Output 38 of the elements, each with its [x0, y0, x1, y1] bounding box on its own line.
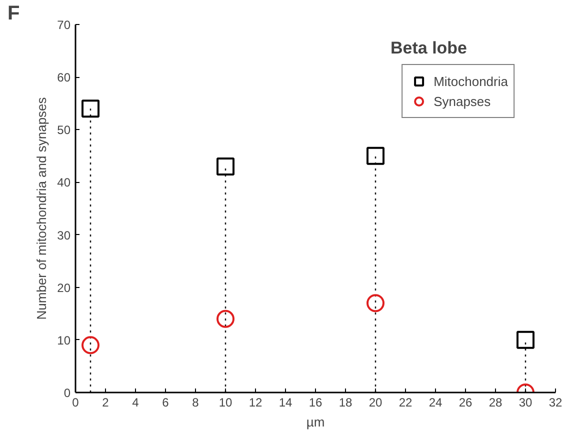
x-tick-label: 0	[72, 396, 80, 410]
x-tick-label: 26	[458, 396, 472, 410]
x-tick-label: 12	[248, 396, 262, 410]
point	[366, 294, 384, 312]
x-tick-label: 24	[428, 396, 442, 410]
point	[366, 146, 384, 165]
x-tick-label: 6	[162, 396, 170, 410]
x-axis-title: µm	[306, 414, 325, 430]
x-tick-label: 22	[398, 396, 412, 410]
point	[82, 100, 100, 118]
x-tick-label: 2	[102, 396, 110, 410]
point	[216, 157, 234, 176]
y-tick-label: 70	[57, 18, 71, 32]
y-axis-title: Number of mitochondria and synapses	[34, 96, 50, 320]
y-tick-label: 30	[57, 228, 71, 242]
x-tick-label: 20	[368, 396, 382, 410]
y-tick-label: 40	[57, 176, 71, 190]
x-tick-label: 4	[132, 396, 140, 410]
point	[516, 330, 534, 349]
text: F	[8, 2, 20, 24]
x-tick-label: 28	[488, 396, 502, 410]
y-tick-label: 60	[57, 70, 71, 85]
legend-label: Mitochondria	[434, 74, 508, 88]
x-tick-label: 32	[548, 396, 562, 410]
x-tick-label: 10	[218, 396, 232, 410]
x-tick-label: 14	[278, 396, 292, 410]
x-tick-label: 30	[518, 396, 532, 410]
y-tick-label: 0	[64, 386, 71, 400]
y-tick-label: 10	[57, 333, 71, 348]
x-tick-label: 16	[308, 396, 322, 410]
y-tick-label: 20	[57, 280, 71, 295]
y-tick-label: 50	[57, 123, 71, 138]
x-tick-label: 18	[338, 396, 352, 410]
point	[82, 336, 100, 354]
legend-label: Synapses	[434, 94, 491, 108]
point	[216, 310, 234, 328]
x-tick-label: 8	[192, 396, 200, 410]
text: Beta lobe	[390, 38, 468, 58]
